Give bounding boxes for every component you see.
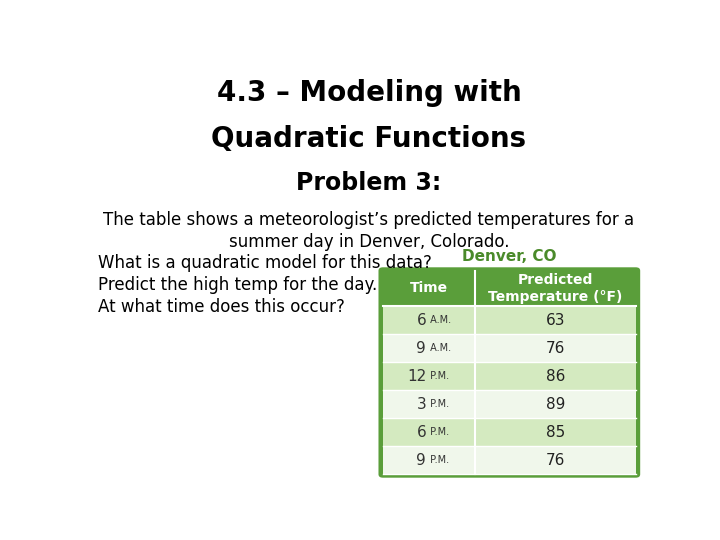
- FancyBboxPatch shape: [383, 418, 475, 447]
- FancyBboxPatch shape: [383, 271, 475, 306]
- FancyBboxPatch shape: [475, 271, 636, 306]
- Text: 6: 6: [416, 425, 426, 440]
- FancyBboxPatch shape: [383, 334, 475, 362]
- Text: P.M.: P.M.: [427, 372, 449, 381]
- Text: 76: 76: [546, 453, 565, 468]
- Text: 3: 3: [416, 397, 426, 412]
- FancyBboxPatch shape: [475, 447, 636, 474]
- Text: What is a quadratic model for this data?: What is a quadratic model for this data?: [99, 254, 432, 272]
- Text: 89: 89: [546, 397, 565, 412]
- FancyBboxPatch shape: [379, 267, 640, 478]
- Text: Predict the high temp for the day.: Predict the high temp for the day.: [99, 275, 377, 294]
- Text: P.M.: P.M.: [427, 427, 449, 437]
- Text: At what time does this occur?: At what time does this occur?: [99, 298, 346, 316]
- Text: A.M.: A.M.: [427, 315, 451, 325]
- Text: 76: 76: [546, 341, 565, 356]
- FancyBboxPatch shape: [475, 306, 636, 334]
- Text: Problem 3:: Problem 3:: [297, 171, 441, 195]
- Text: 4.3 – Modeling with: 4.3 – Modeling with: [217, 79, 521, 107]
- Text: Denver, CO: Denver, CO: [462, 249, 557, 265]
- Text: P.M.: P.M.: [427, 455, 449, 465]
- Text: 63: 63: [546, 313, 565, 328]
- FancyBboxPatch shape: [475, 362, 636, 390]
- Text: summer day in Denver, Colorado.: summer day in Denver, Colorado.: [229, 233, 509, 251]
- Text: Quadratic Functions: Quadratic Functions: [212, 125, 526, 153]
- FancyBboxPatch shape: [383, 362, 475, 390]
- Text: Predicted
Temperature (°F): Predicted Temperature (°F): [488, 273, 623, 303]
- FancyBboxPatch shape: [475, 418, 636, 447]
- Text: The table shows a meteorologist’s predicted temperatures for a: The table shows a meteorologist’s predic…: [104, 211, 634, 229]
- FancyBboxPatch shape: [475, 334, 636, 362]
- Text: Time: Time: [410, 281, 448, 295]
- Text: 12: 12: [407, 369, 426, 384]
- Text: 86: 86: [546, 369, 565, 384]
- FancyBboxPatch shape: [383, 447, 475, 474]
- FancyBboxPatch shape: [383, 390, 475, 418]
- Text: 85: 85: [546, 425, 565, 440]
- Text: A.M.: A.M.: [427, 343, 451, 353]
- Text: 9: 9: [416, 453, 426, 468]
- Text: 9: 9: [416, 341, 426, 356]
- FancyBboxPatch shape: [383, 306, 475, 334]
- Text: P.M.: P.M.: [427, 399, 449, 409]
- FancyBboxPatch shape: [475, 390, 636, 418]
- Text: 6: 6: [416, 313, 426, 328]
